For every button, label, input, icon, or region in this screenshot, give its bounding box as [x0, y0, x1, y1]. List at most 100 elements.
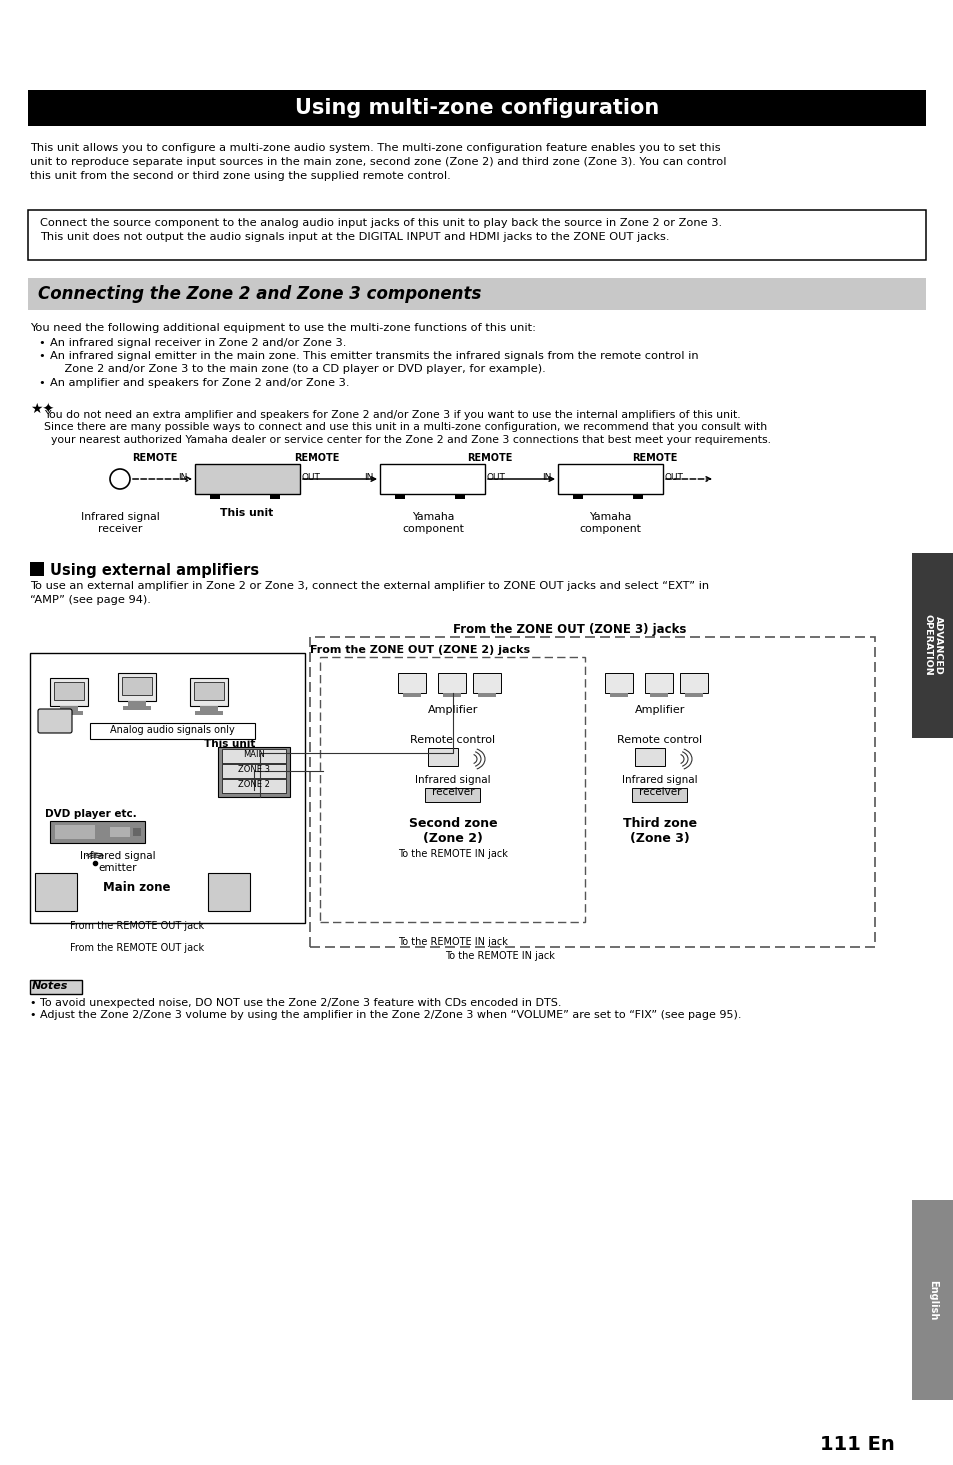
Text: From the ZONE OUT (ZONE 2) jacks: From the ZONE OUT (ZONE 2) jacks [310, 645, 530, 655]
Bar [631, 788, 686, 801]
Text: Connect the source component to the analog audio input jacks of this unit to pla: Connect the source component to the anal… [40, 218, 721, 242]
Bar [28, 209, 925, 259]
Text: Remote control: Remote control [410, 735, 495, 746]
Text: An amplifier and speakers for Zone 2 and/or Zone 3.: An amplifier and speakers for Zone 2 and… [50, 378, 349, 388]
Text: From the REMOTE OUT jack: From the REMOTE OUT jack [70, 943, 204, 954]
Text: DVD player etc.: DVD player etc. [45, 809, 136, 819]
Text: Using multi-zone configuration: Using multi-zone configuration [294, 98, 659, 119]
Text: From the ZONE OUT (ZONE 3) jacks: From the ZONE OUT (ZONE 3) jacks [453, 623, 686, 636]
Bar [60, 706, 78, 711]
Bar [679, 672, 707, 693]
Bar [379, 464, 484, 494]
Bar [50, 820, 145, 842]
Text: Yamaha
component: Yamaha component [401, 511, 463, 533]
Bar [30, 563, 44, 576]
Text: To use an external amplifier in Zone 2 or Zone 3, connect the external amplifier: To use an external amplifier in Zone 2 o… [30, 582, 708, 605]
Text: Notes: Notes [32, 982, 69, 990]
Bar [190, 678, 228, 706]
Text: ADVANCED
OPERATION: ADVANCED OPERATION [923, 614, 942, 675]
Bar [604, 672, 633, 693]
Bar [633, 494, 642, 500]
Text: REMOTE: REMOTE [632, 453, 677, 463]
Bar [477, 693, 496, 697]
Text: Second zone
(Zone 2): Second zone (Zone 2) [408, 817, 497, 845]
Text: IN: IN [542, 473, 552, 482]
Text: ZONE 2: ZONE 2 [238, 779, 270, 790]
Text: •: • [38, 378, 45, 388]
Text: REMOTE: REMOTE [294, 453, 339, 463]
Bar [644, 672, 672, 693]
Bar [222, 779, 286, 793]
Bar [911, 552, 953, 738]
Bar [208, 873, 250, 911]
Bar [50, 678, 88, 706]
Bar [402, 693, 420, 697]
Text: English: English [927, 1280, 937, 1320]
Bar [558, 464, 662, 494]
Bar [270, 494, 280, 500]
Text: Amplifier: Amplifier [427, 705, 477, 715]
Bar [310, 637, 874, 946]
Text: This unit allows you to configure a multi-zone audio system. The multi-zone conf: This unit allows you to configure a mult… [30, 144, 726, 182]
Text: Main zone: Main zone [103, 880, 171, 894]
Text: To the REMOTE IN jack: To the REMOTE IN jack [445, 951, 555, 961]
Text: Infrared signal
receiver: Infrared signal receiver [415, 775, 490, 797]
Bar [132, 828, 141, 837]
Bar [573, 494, 582, 500]
Bar [30, 980, 82, 993]
Text: Using external amplifiers: Using external amplifiers [50, 563, 259, 579]
Text: From the REMOTE OUT jack: From the REMOTE OUT jack [70, 921, 204, 930]
Text: Yamaha
component: Yamaha component [578, 511, 640, 533]
Bar [911, 1200, 953, 1401]
Bar [54, 683, 84, 700]
Text: Infrared signal
emitter: Infrared signal emitter [80, 851, 155, 873]
Text: Infrared signal
receiver: Infrared signal receiver [621, 775, 697, 797]
Text: An infrared signal receiver in Zone 2 and/or Zone 3.: An infrared signal receiver in Zone 2 an… [50, 338, 346, 349]
Bar [118, 672, 156, 700]
Bar [55, 711, 83, 715]
Bar [218, 747, 290, 797]
Text: Amplifier: Amplifier [634, 705, 684, 715]
FancyBboxPatch shape [38, 709, 71, 732]
Text: An infrared signal emitter in the main zone. This emitter transmits the infrared: An infrared signal emitter in the main z… [50, 352, 698, 374]
Bar [649, 693, 667, 697]
Bar [30, 653, 305, 923]
Bar [123, 706, 151, 711]
Text: OUT: OUT [486, 473, 505, 482]
Text: REMOTE: REMOTE [467, 453, 512, 463]
Bar [110, 828, 130, 837]
Text: Connecting the Zone 2 and Zone 3 components: Connecting the Zone 2 and Zone 3 compone… [38, 286, 481, 303]
Bar [222, 765, 286, 778]
Text: Third zone
(Zone 3): Third zone (Zone 3) [622, 817, 697, 845]
Text: • To avoid unexpected noise, DO NOT use the Zone 2/Zone 3 feature with CDs encod: • To avoid unexpected noise, DO NOT use … [30, 998, 561, 1008]
Bar [684, 693, 702, 697]
Text: Infrared signal
receiver: Infrared signal receiver [81, 511, 159, 533]
Text: This unit: This unit [203, 738, 254, 749]
Bar [28, 89, 925, 126]
Bar [442, 693, 460, 697]
Text: OUT: OUT [664, 473, 683, 482]
Bar [194, 464, 299, 494]
Bar [193, 683, 224, 700]
Text: •: • [38, 352, 45, 360]
Bar [397, 672, 426, 693]
Bar [200, 706, 218, 711]
Text: IN: IN [364, 473, 374, 482]
Text: OUT: OUT [302, 473, 320, 482]
Text: •: • [38, 338, 45, 349]
Bar [194, 711, 223, 715]
Bar [609, 693, 627, 697]
Bar [473, 672, 500, 693]
Text: Analog audio signals only: Analog audio signals only [110, 725, 234, 735]
Bar [55, 825, 95, 839]
Text: IN: IN [178, 473, 188, 482]
Bar [455, 494, 464, 500]
Bar [222, 749, 286, 763]
Text: 111 En: 111 En [820, 1436, 894, 1453]
Text: • Adjust the Zone 2/Zone 3 volume by using the amplifier in the Zone 2/Zone 3 wh: • Adjust the Zone 2/Zone 3 volume by usi… [30, 1009, 740, 1020]
Bar [122, 677, 152, 694]
Text: You do not need an extra amplifier and speakers for Zone 2 and/or Zone 3 if you : You do not need an extra amplifier and s… [44, 410, 740, 420]
Bar [424, 788, 479, 801]
Bar [35, 873, 77, 911]
Text: This unit: This unit [220, 508, 274, 519]
